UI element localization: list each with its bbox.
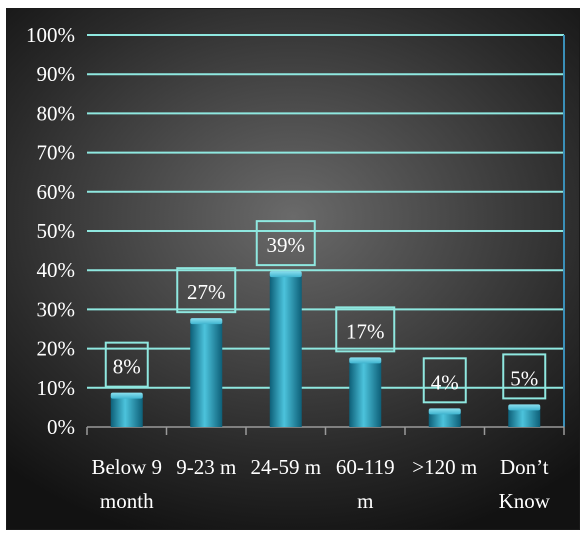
data-label: 8% <box>113 355 141 379</box>
bar <box>190 321 223 427</box>
y-tick-label: 50% <box>37 219 76 243</box>
y-tick-label: 20% <box>37 337 76 361</box>
bar <box>349 360 382 427</box>
y-tick-label: 100% <box>26 23 75 47</box>
y-tick-label: 10% <box>37 376 76 400</box>
bar <box>110 395 143 427</box>
bar-chart: 0% 10% 20% 30% 40% 50% 60% 70% 80% 90% 100% 8% 27% 3… <box>26 23 565 513</box>
x-category-label: m <box>357 489 373 513</box>
x-category-label: month <box>100 489 154 513</box>
data-label-box <box>502 353 547 400</box>
x-category-label: >120 m <box>412 455 477 479</box>
data-label-box <box>255 220 316 267</box>
y-tick-label: 80% <box>37 101 76 125</box>
bar-top <box>508 404 541 411</box>
y-tick-label: 90% <box>37 62 76 86</box>
axes <box>86 35 565 435</box>
x-category-label: Know <box>499 489 551 513</box>
x-category-label: 9-23 m <box>176 455 236 479</box>
x-category-label: 60-119 <box>336 455 395 479</box>
data-labels: 8% 27% 39% 17% 4% 5% <box>104 220 547 404</box>
y-tick-label: 0% <box>47 415 75 439</box>
bar <box>269 274 302 427</box>
bar-top <box>190 318 223 325</box>
data-label: 5% <box>510 366 538 390</box>
y-tick-label: 30% <box>37 297 76 321</box>
x-axis-category-labels: Below 9 month 9-23 m 24-59 m 60-119 m >120 m Do… <box>91 455 550 513</box>
data-label: 27% <box>187 280 226 304</box>
y-tick-label: 40% <box>37 258 76 282</box>
gridlines <box>87 34 564 389</box>
y-tick-label: 60% <box>37 180 76 204</box>
bar-top <box>110 392 143 399</box>
bar-top <box>269 271 302 278</box>
bar-top <box>428 408 461 415</box>
x-category-label: Don’t <box>500 455 549 479</box>
data-label: 17% <box>346 319 385 343</box>
chart-frame: 0% 10% 20% 30% 40% 50% 60% 70% 80% 90% 100% 8% 27% 3… <box>6 8 580 530</box>
data-label-box <box>176 267 237 314</box>
data-label: 4% <box>431 370 459 394</box>
data-label-box <box>422 357 467 404</box>
bar <box>428 411 461 427</box>
y-tick-label: 70% <box>37 141 76 165</box>
x-category-label: 24-59 m <box>250 455 321 479</box>
y-axis-tick-labels: 0% 10% 20% 30% 40% 50% 60% 70% 80% 90% 100% <box>26 23 75 439</box>
bar <box>508 407 541 427</box>
x-category-label: Below 9 <box>91 455 162 479</box>
bars <box>110 271 541 427</box>
data-label-box <box>335 306 396 353</box>
data-label: 39% <box>267 233 306 257</box>
data-label-box <box>104 341 149 388</box>
bar-top <box>349 357 382 364</box>
